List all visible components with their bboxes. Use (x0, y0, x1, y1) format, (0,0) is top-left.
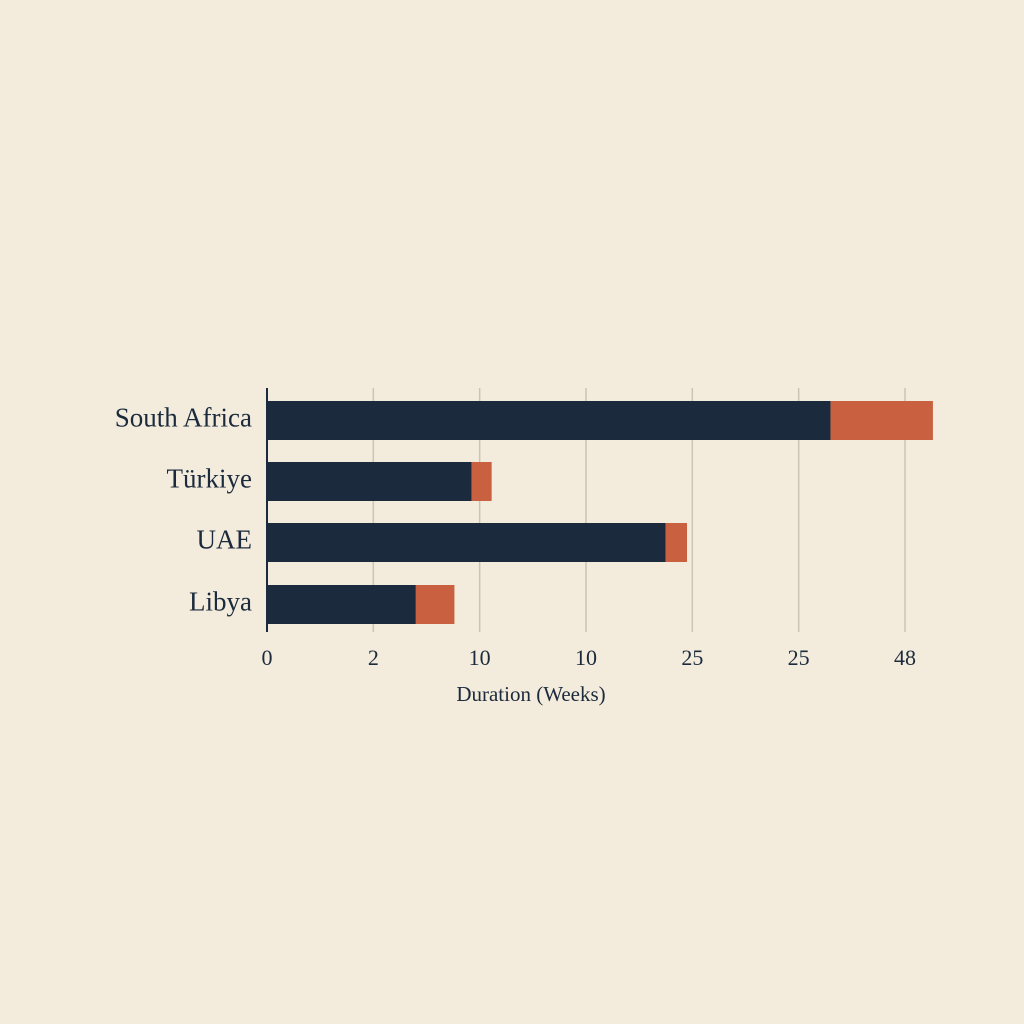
bar-segment (830, 401, 933, 440)
x-tick-label: 25 (788, 645, 810, 670)
x-tick-label: 10 (469, 645, 491, 670)
x-tick-label: 25 (681, 645, 703, 670)
x-axis-title: Duration (Weeks) (456, 682, 605, 706)
bar-segment (267, 462, 472, 501)
x-tick-label: 48 (894, 645, 916, 670)
y-tick-label: South Africa (115, 403, 252, 433)
bar-segment (415, 585, 455, 624)
bar-segment (665, 523, 688, 562)
y-tick-label: Türkiye (167, 464, 252, 494)
x-tick-label: 10 (575, 645, 597, 670)
bar-segment (267, 585, 416, 624)
x-tick-label: 0 (262, 645, 273, 670)
bar-segment (471, 462, 492, 501)
x-tick-label: 2 (368, 645, 379, 670)
y-tick-label: Libya (189, 587, 252, 617)
bar-segment (267, 401, 831, 440)
y-tick-label: UAE (197, 525, 253, 555)
bar-segment (267, 523, 666, 562)
